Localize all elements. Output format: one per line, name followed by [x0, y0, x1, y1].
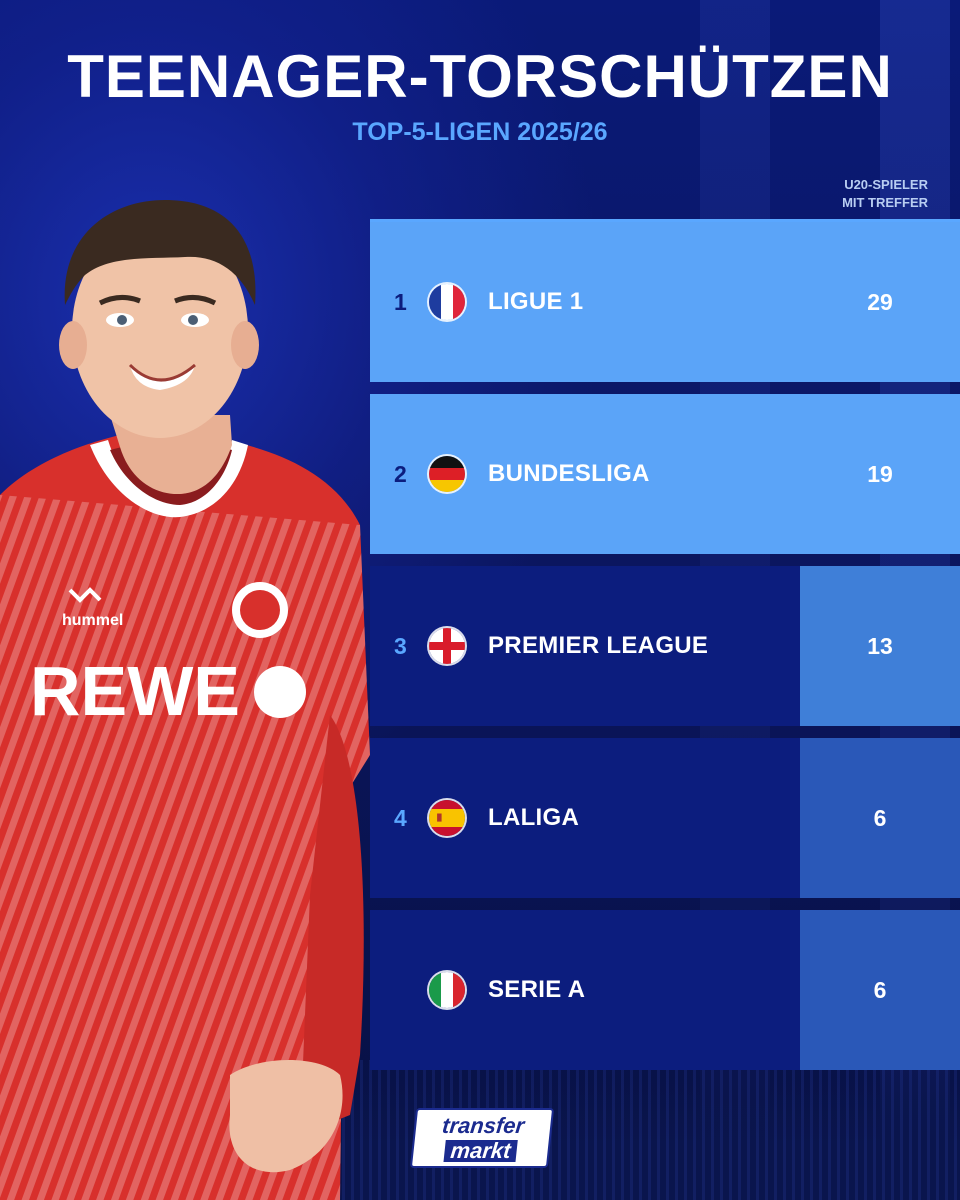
table-row: SERIE A 6 [370, 910, 960, 1070]
rank-label: 2 [394, 460, 407, 487]
column-header: U20-SPIELER MIT TREFFER [788, 176, 928, 212]
table-row: 4 LALIGA 6 [370, 738, 960, 898]
league-name: BUNDESLIGA [488, 460, 650, 487]
table-top-line [370, 219, 960, 222]
column-header-line1: U20-SPIELER [844, 177, 928, 192]
italy-flag-icon [429, 972, 465, 1008]
sponsor-text: REWE [30, 652, 240, 730]
league-name: SERIE A [488, 976, 586, 1003]
logo-line2: markt [443, 1138, 518, 1163]
brand-text: hummel [62, 612, 123, 629]
rank-label: 4 [394, 804, 407, 831]
value-cell: 6 [800, 738, 960, 898]
page-title: TEENAGER-TORSCHÜTZEN [67, 43, 893, 110]
transfermarkt-logo: transfer markt [409, 1108, 555, 1168]
value-cell: 19 [800, 394, 960, 554]
page-subtitle: TOP-5-LIGEN 2025/26 [352, 118, 608, 146]
rank-label: 1 [394, 288, 407, 315]
logo-line1: transfer [441, 1112, 526, 1138]
table-row: 2 BUNDESLIGA 19 [370, 394, 960, 554]
value-cell: 13 [800, 566, 960, 726]
france-flag-icon [429, 284, 465, 320]
rank-label: 3 [394, 632, 407, 659]
value-cell: 29 [800, 222, 960, 382]
germany-flag-icon [429, 456, 465, 492]
league-name: LALIGA [488, 804, 580, 831]
league-name: PREMIER LEAGUE [488, 632, 709, 659]
column-header-line2: MIT TREFFER [842, 195, 928, 210]
spain-flag-icon [429, 800, 465, 836]
value-cell: 6 [800, 910, 960, 1070]
table-row: 1 LIGUE 1 29 [370, 222, 960, 382]
england-flag-icon [429, 628, 465, 664]
player-illustration: REWE hummel [0, 200, 370, 1200]
league-name: LIGUE 1 [488, 288, 584, 315]
table-row: 3 PREMIER LEAGUE 13 [370, 566, 960, 726]
